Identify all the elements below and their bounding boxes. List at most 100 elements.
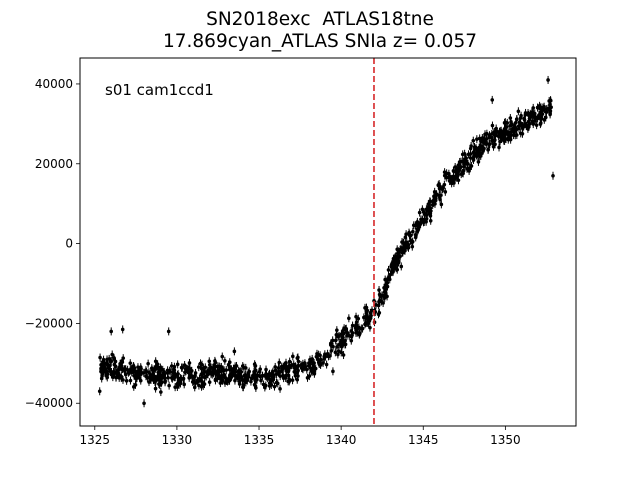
data-point — [284, 363, 289, 372]
data-point — [416, 223, 421, 232]
data-point — [189, 367, 194, 376]
point-marker — [391, 260, 395, 265]
point-marker — [172, 372, 177, 377]
data-point — [458, 163, 463, 172]
data-point — [223, 356, 227, 365]
data-point — [356, 314, 361, 323]
point-marker — [136, 372, 141, 377]
data-point — [472, 152, 476, 161]
point-marker — [305, 376, 310, 380]
data-point — [411, 221, 416, 230]
point-marker — [128, 361, 133, 365]
data-point — [110, 350, 114, 359]
data-point — [534, 121, 539, 130]
point-marker — [159, 390, 163, 394]
data-point — [399, 262, 404, 271]
point-marker — [101, 364, 106, 369]
data-point — [208, 364, 212, 373]
data-point — [255, 371, 259, 380]
point-marker — [213, 359, 217, 363]
point-marker — [292, 365, 296, 370]
data-point — [197, 381, 201, 390]
point-marker — [157, 382, 161, 386]
point-marker — [487, 133, 492, 138]
data-point — [310, 367, 314, 376]
point-marker — [292, 369, 297, 374]
data-point — [170, 374, 175, 383]
point-marker — [114, 375, 118, 380]
point-marker — [113, 364, 118, 369]
data-point — [341, 351, 346, 360]
point-marker — [335, 328, 339, 332]
point-marker — [127, 369, 132, 374]
point-marker — [539, 121, 543, 125]
data-point — [539, 119, 543, 128]
point-marker — [267, 371, 272, 376]
point-marker — [259, 378, 263, 383]
point-marker — [484, 137, 489, 142]
point-marker — [197, 376, 202, 381]
point-marker — [472, 155, 476, 159]
point-marker — [396, 259, 401, 264]
point-marker — [246, 372, 251, 376]
point-marker — [253, 364, 258, 368]
data-point — [228, 373, 233, 382]
point-marker — [413, 235, 418, 240]
point-marker — [233, 369, 237, 374]
data-point — [331, 367, 335, 376]
data-point — [400, 238, 404, 247]
point-marker — [531, 122, 536, 126]
data-point — [437, 185, 442, 194]
data-point — [128, 376, 133, 385]
point-marker — [333, 338, 338, 343]
point-marker — [382, 294, 387, 298]
data-point — [515, 115, 519, 124]
data-point — [453, 162, 457, 171]
point-marker — [471, 150, 476, 155]
point-marker — [144, 369, 149, 374]
data-point — [127, 367, 132, 376]
data-point — [100, 371, 104, 380]
data-point — [391, 258, 395, 267]
data-point — [344, 324, 349, 333]
data-point — [335, 342, 339, 351]
data-point — [144, 367, 149, 376]
point-marker — [407, 230, 411, 235]
point-marker — [383, 277, 387, 282]
data-point — [111, 373, 115, 382]
point-marker — [284, 373, 288, 378]
point-marker — [497, 131, 501, 136]
point-marker — [548, 98, 553, 103]
point-marker — [417, 210, 422, 215]
data-point — [465, 164, 469, 173]
point-marker — [182, 363, 187, 367]
point-marker — [377, 288, 381, 292]
data-point — [407, 228, 411, 237]
point-marker — [394, 266, 398, 270]
data-point — [264, 381, 268, 390]
data-point — [218, 367, 222, 376]
data-point — [155, 360, 160, 369]
point-marker — [476, 160, 481, 164]
point-marker — [472, 145, 477, 149]
data-point — [511, 124, 516, 133]
point-marker — [443, 190, 448, 194]
point-marker — [98, 355, 102, 360]
point-marker — [152, 367, 156, 372]
point-marker — [135, 376, 139, 380]
point-marker — [187, 376, 192, 380]
data-point — [215, 374, 220, 383]
point-marker — [433, 202, 437, 206]
data-point — [176, 379, 180, 388]
data-point — [436, 181, 441, 190]
point-marker — [465, 167, 469, 171]
point-marker — [391, 256, 396, 261]
point-marker — [181, 377, 186, 381]
point-marker — [212, 370, 216, 374]
x-tick-label: 1325 — [80, 433, 111, 447]
data-point — [287, 377, 292, 386]
data-point — [121, 354, 126, 363]
point-marker — [166, 376, 170, 380]
data-point — [243, 373, 248, 382]
data-point — [178, 374, 183, 383]
